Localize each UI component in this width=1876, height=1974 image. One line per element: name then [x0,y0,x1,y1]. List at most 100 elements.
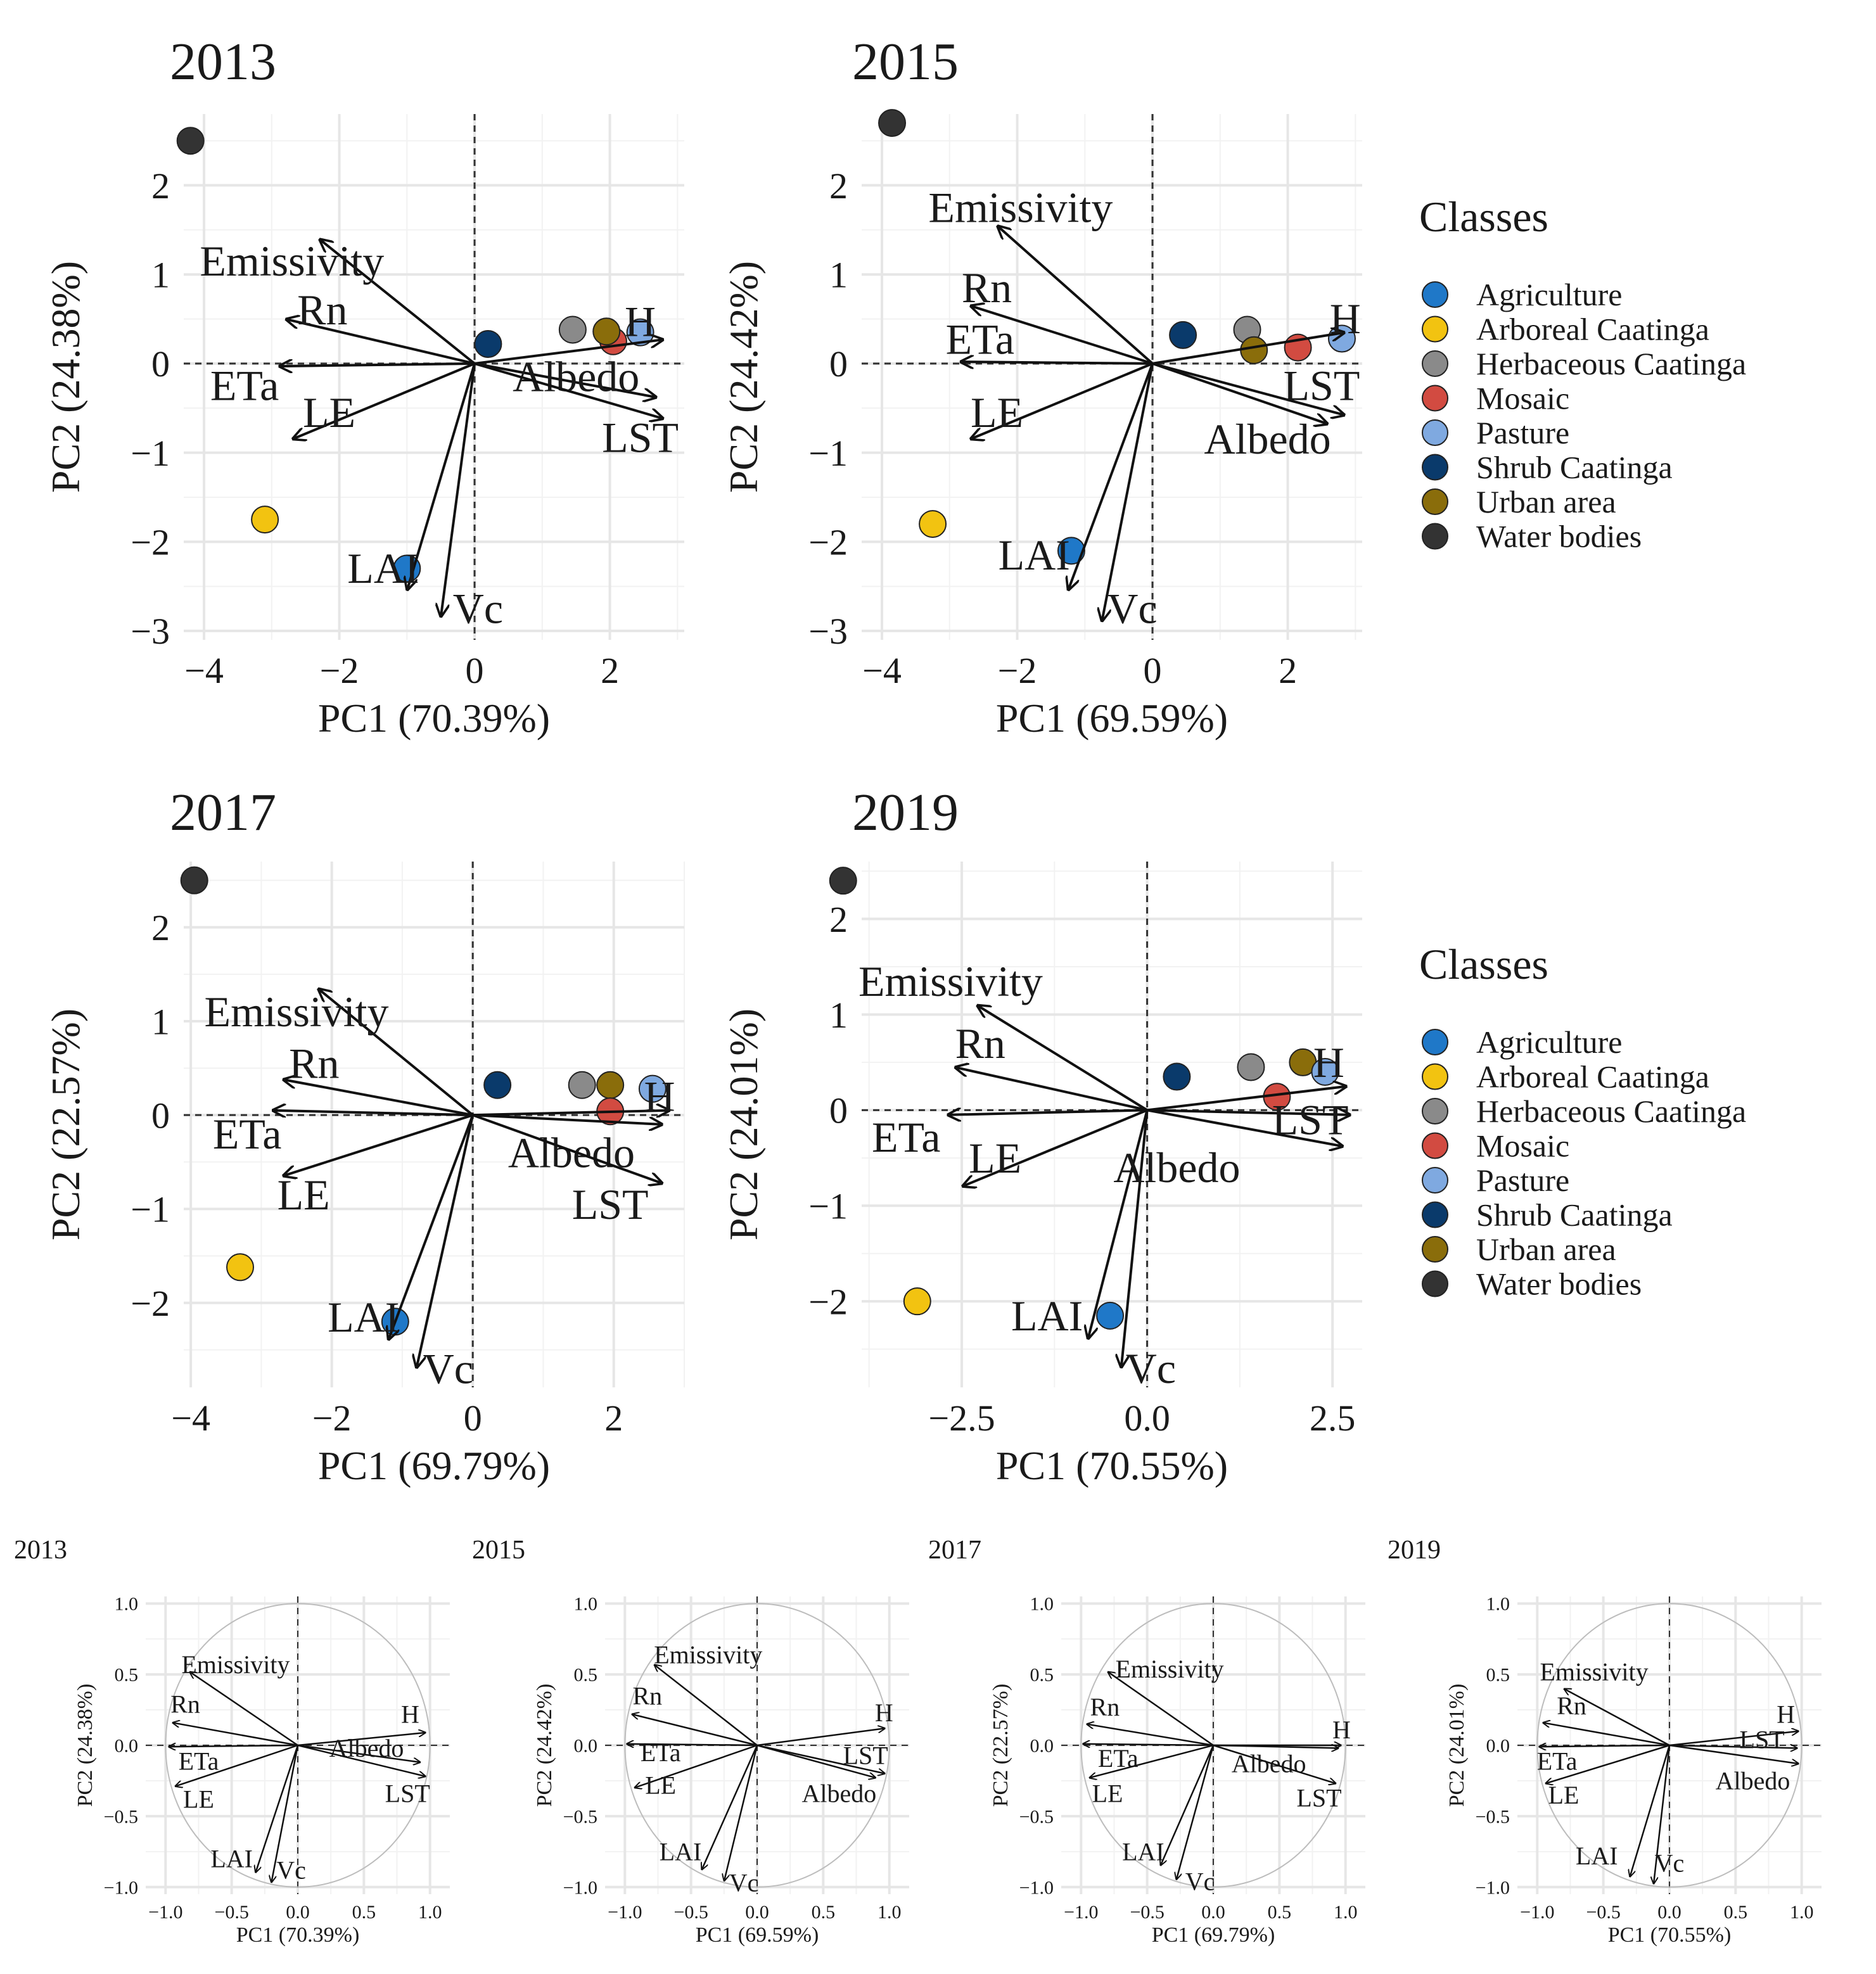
vector-label-lai: LAI [660,1838,702,1866]
vector-label-rn: Rn [1090,1693,1120,1721]
vector-lai [1068,363,1154,591]
vector-eta [278,364,475,366]
vector-eta [272,1111,473,1115]
x-tick-label: −1.0 [608,1902,642,1923]
vector-rn [285,319,475,365]
y-axis-title: PC2 (24.38%) [73,1684,97,1807]
vector-emissivity [1107,1672,1214,1747]
vector-lai [701,1745,758,1870]
y-tick-label: −2 [808,522,848,563]
y-tick-label: 2 [829,165,848,207]
x-axis-title: PC1 (70.55%) [996,1443,1228,1488]
x-tick-label: −0.5 [673,1902,708,1923]
y-tick-label: 0.5 [1486,1665,1510,1686]
x-tick-label: −0.5 [1586,1902,1620,1923]
vector-label-lai: LAI [347,544,419,592]
y-axis-title: PC2 (22.57%) [989,1684,1012,1807]
point-water-bodies [176,127,205,155]
vector-emissivity [1564,1688,1670,1747]
vector-label-le: LE [278,1171,330,1219]
y-tick-label: 0.5 [574,1665,598,1686]
y-tick-label: 0.5 [115,1665,139,1686]
vector-emissivity [997,226,1154,365]
vector-label-eta: ETa [179,1747,219,1775]
vector-label-lst: LST [385,1780,430,1808]
vector-lst [1669,1745,1797,1748]
x-tick-label: −4 [184,650,224,691]
legend-swatch-urban-area [1422,1236,1448,1263]
correlation-circle [1536,1603,1803,1888]
y-tick-label: 0.5 [1030,1665,1054,1686]
vector-label-lst: LST [843,1741,888,1769]
vector-emissivity [317,988,474,1116]
vector-vc [724,1745,758,1882]
legend-label: Mosaic [1476,381,1569,416]
y-tick-label: −0.5 [1476,1806,1510,1827]
vector-vc [1177,1745,1215,1880]
x-tick-label: 1.0 [1334,1902,1358,1923]
x-tick-label: 1.0 [1790,1902,1814,1923]
y-tick-label: 0 [151,343,170,385]
point-arboreal-caatinga [251,506,279,534]
vector-label-albedo: Albedo [1716,1767,1790,1795]
vector-label-h: H [875,1698,893,1727]
pca-panel-2015-loadings: 2015 −1.0 −0.5 0.0 0.5 1.0 −1.0 −0.5 0.0 0.5 1.0 PC… [472,1536,909,1947]
x-axis-title: PC1 (69.79%) [318,1443,550,1488]
x-tick-label: −0.5 [214,1902,248,1923]
y-tick-label: 1 [829,995,848,1036]
y-tick-label: 2 [151,165,170,207]
x-axis-title: PC1 (69.59%) [996,696,1228,741]
vector-label-le: LE [1548,1781,1579,1809]
vector-le [970,362,1153,440]
vector-label-eta: ETa [1098,1744,1139,1773]
y-tick-label: −2 [131,1283,170,1324]
y-tick-label: 0 [829,1090,848,1131]
vector-label-vc: Vc [1185,1868,1215,1896]
y-tick-label: −1.0 [563,1877,597,1898]
y-tick-label: 1.0 [1030,1594,1054,1615]
y-tick-label: 2 [829,899,848,940]
point-water-bodies [180,866,208,895]
point-arboreal-caatinga [903,1287,931,1316]
x-axis-title: PC1 (69.79%) [1152,1923,1275,1947]
vector-h [474,340,664,365]
vector-label-le: LE [971,388,1023,436]
point-urban-area [596,1071,625,1099]
vector-lai [1161,1745,1215,1866]
vector-le [292,362,475,440]
vector-emissivity [189,1672,298,1747]
vector-h [1669,1731,1799,1747]
vector-lai [1088,1109,1149,1339]
x-tick-label: 0 [464,1398,482,1439]
vector-label-h: H [1332,1716,1351,1744]
panel-title: 2017 [928,1536,981,1565]
legend-swatch-agriculture [1422,1029,1448,1055]
vector-emissivity [319,239,476,365]
y-tick-label: 1.0 [1486,1594,1510,1615]
vector-label-rn: Rn [632,1681,662,1710]
vector-label-lai: LAI [999,531,1070,579]
y-tick-label: 1.0 [115,1594,139,1615]
x-axis-title: PC1 (69.59%) [696,1923,819,1947]
y-tick-label: −1.0 [1476,1877,1510,1898]
legend-label: Agriculture [1476,1024,1622,1060]
pca-panel-2019-loadings: 2019 −1.0 −0.5 0.0 0.5 1.0 −1.0 −0.5 0.0 0.5 1.0 PC… [1388,1536,1822,1947]
vector-rn [172,1722,298,1747]
vector-rn [1543,1722,1670,1747]
y-tick-label: 0.0 [1030,1736,1054,1757]
vector-label-albedo: Albedo [329,1734,404,1762]
x-tick-label: −1.0 [148,1902,182,1923]
correlation-circle [1080,1603,1346,1888]
vector-le [175,1744,298,1786]
vector-label-emissivity: Emissivity [928,183,1113,231]
point-agriculture [1057,537,1085,565]
vector-albedo [1147,1109,1344,1146]
vector-label-eta: ETa [1537,1747,1578,1775]
x-tick-label: 2 [1279,650,1297,691]
vector-lst [474,362,664,419]
vector-label-lst: LST [1296,1783,1341,1812]
vector-label-lai: LAI [328,1293,399,1341]
y-tick-label: 2 [151,907,170,948]
point-shrub-caatinga [483,1071,512,1099]
